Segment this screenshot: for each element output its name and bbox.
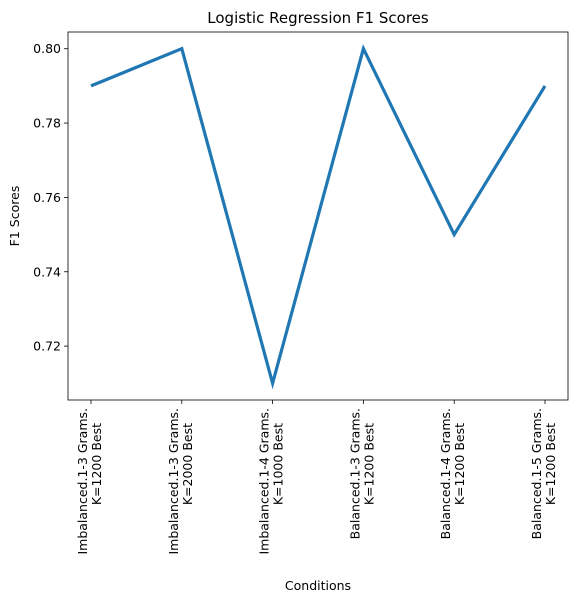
y-axis-title: F1 Scores (7, 186, 22, 247)
y-tick-label: 0.78 (33, 116, 61, 131)
x-tick-label: Imbalanced.1-3 Grams.K=1200 Best (75, 408, 104, 555)
x-tick-label-line: Balanced.1-3 Grams. (347, 408, 362, 539)
plot-frame (67, 31, 569, 401)
plot-area: 0.72 0.74 0.76 0.78 0.80 Imbalanced.1-3 Grams… (33, 31, 569, 555)
y-tick-label: 0.80 (33, 41, 61, 56)
chart-title: Logistic Regression F1 Scores (207, 9, 429, 27)
y-tick-label: 0.76 (33, 190, 61, 205)
x-tick-label-line: Imbalanced.1-3 Grams. (166, 408, 181, 555)
x-tick-label-line: K=1200 Best (89, 423, 104, 505)
series-line-0 (90, 44, 547, 390)
y-tick-label: 0.74 (33, 264, 61, 279)
x-axis-title: Conditions (285, 578, 351, 593)
x-tick-label-line: Imbalanced.1-4 Grams. (257, 408, 272, 555)
x-tick-label-line: Balanced.1-5 Grams. (529, 408, 544, 539)
x-tick-label: Imbalanced.1-4 Grams.K=1000 Best (257, 408, 286, 555)
x-tick-label-line: K=2000 Best (180, 423, 195, 505)
x-tick-label: Balanced.1-3 Grams.K=1200 Best (347, 408, 376, 539)
x-tick-label: Balanced.1-5 Grams.K=1200 Best (529, 408, 558, 539)
x-tick-label: Balanced.1-4 Grams.K=1200 Best (438, 408, 467, 539)
x-tick-label: Imbalanced.1-3 Grams.K=2000 Best (166, 408, 195, 555)
x-tick-label-line: K=1200 Best (361, 423, 376, 505)
x-tick-label-line: K=1200 Best (543, 423, 558, 505)
y-tick-label: 0.72 (33, 339, 61, 354)
x-tick-label-line: K=1000 Best (271, 423, 286, 505)
x-tick-label-line: Imbalanced.1-3 Grams. (75, 408, 90, 555)
x-tick-label-line: K=1200 Best (452, 423, 467, 505)
x-tick-label-line: Balanced.1-4 Grams. (438, 408, 453, 539)
